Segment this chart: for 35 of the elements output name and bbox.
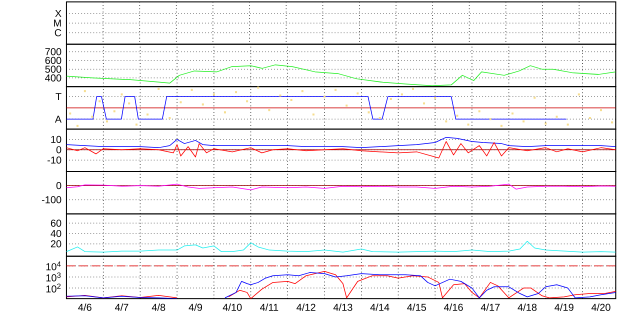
y-tick-label: 20 bbox=[50, 240, 62, 248]
x-tick-label: 4/18 bbox=[518, 304, 537, 312]
text: A bbox=[54, 116, 62, 123]
y-tick-label: 500 bbox=[45, 66, 62, 73]
x-tick-label: 4/12 bbox=[296, 304, 316, 312]
x-tick-label: 4/16 bbox=[444, 304, 463, 312]
y-tick-label: 600 bbox=[45, 57, 62, 64]
y-tick-label: 10$^{2}$ bbox=[46, 284, 61, 293]
y-tick-label: X bbox=[55, 10, 62, 18]
y-tick-label: 700 bbox=[45, 48, 62, 56]
x-tick-label: 4/19 bbox=[554, 304, 574, 312]
x-tick-label: 4/8 bbox=[152, 304, 166, 312]
x-tick-label: 4/7 bbox=[115, 304, 128, 312]
y-tick-label: 10$^{4}$ bbox=[46, 262, 61, 270]
x-tick-label: 4/15 bbox=[407, 304, 426, 312]
x-tick-label: 4/14 bbox=[370, 304, 390, 312]
y-tick-label: 400 bbox=[45, 74, 62, 82]
y-tick-label: 40 bbox=[50, 230, 62, 238]
x-tick-label: 4/10 bbox=[222, 304, 242, 312]
y-tick-label: C bbox=[54, 29, 62, 36]
x-tick-label: 4/9 bbox=[188, 304, 202, 312]
y-tick-label: 0 bbox=[56, 146, 62, 154]
y-tick-label: M bbox=[54, 20, 61, 27]
y-tick-label: 60 bbox=[50, 220, 62, 227]
y-tick-label: 10$^{3}$ bbox=[46, 272, 61, 282]
text: T bbox=[56, 93, 62, 100]
x-tick-label: 4/13 bbox=[333, 304, 352, 312]
x-tick-label: 4/6 bbox=[78, 304, 92, 312]
y-tick-label: -10 bbox=[48, 156, 62, 164]
x-tick-label: 4/11 bbox=[260, 304, 278, 312]
y-tick-label: -100 bbox=[42, 196, 62, 204]
x-tick-label: 4/17 bbox=[480, 304, 500, 312]
x-tick-label: 4/20 bbox=[591, 304, 610, 312]
y-tick-label: 0 bbox=[56, 182, 62, 190]
y-tick-label: 10 bbox=[51, 136, 62, 144]
